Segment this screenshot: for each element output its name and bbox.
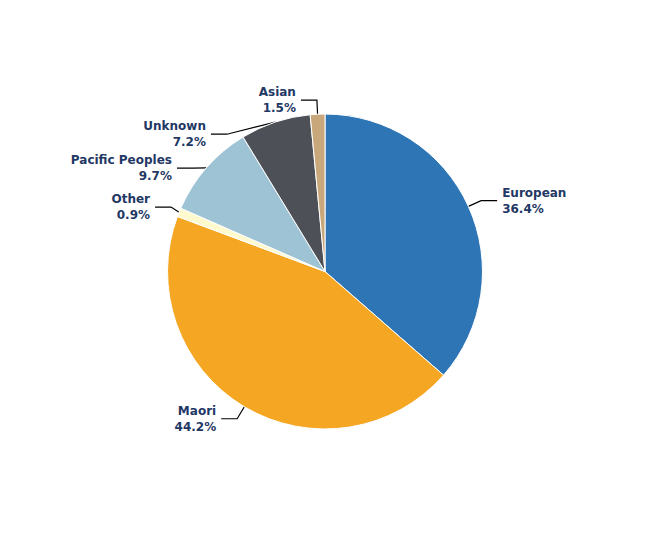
- svg-text:Maori: Maori: [178, 404, 216, 418]
- svg-text:Pacific Peoples: Pacific Peoples: [71, 153, 172, 167]
- svg-text:0.9%: 0.9%: [117, 208, 150, 222]
- svg-text:Other: Other: [112, 192, 151, 206]
- svg-text:1.5%: 1.5%: [263, 101, 296, 115]
- svg-text:Asian: Asian: [259, 85, 296, 99]
- svg-text:9.7%: 9.7%: [139, 169, 172, 183]
- svg-text:Unknown: Unknown: [143, 119, 206, 133]
- svg-text:European: European: [502, 186, 566, 200]
- svg-text:7.2%: 7.2%: [173, 135, 206, 149]
- svg-text:36.4%: 36.4%: [502, 202, 544, 216]
- svg-text:44.2%: 44.2%: [175, 420, 217, 434]
